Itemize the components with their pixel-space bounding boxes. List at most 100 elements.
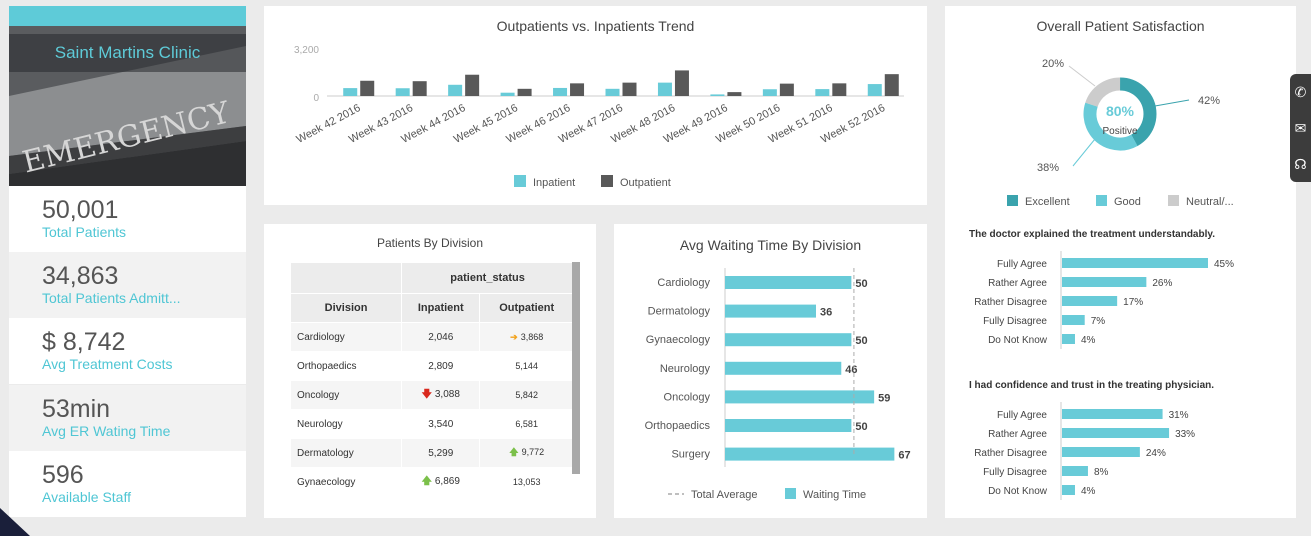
legend-label: Good bbox=[1114, 196, 1141, 208]
response-bar bbox=[1062, 428, 1170, 438]
waiting-title: Avg Waiting Time By Division bbox=[679, 237, 862, 253]
y-tick-label: Fully Agree bbox=[997, 410, 1047, 421]
question-title: I had confidence and trust in the treati… bbox=[969, 380, 1214, 391]
cell-outpatient: 🡅 9,772 bbox=[479, 438, 574, 468]
division-panel: Patients By Division patient_status Divi… bbox=[264, 224, 596, 518]
cell-outpatient: 5,144 bbox=[479, 351, 574, 381]
contact-sidebar: ✆ ✉ ☊ bbox=[1290, 74, 1311, 182]
callout-line bbox=[1154, 99, 1190, 107]
bar-outpatient bbox=[622, 82, 637, 96]
cell-outpatient: 5,842 bbox=[479, 380, 574, 410]
legend-label-inpatient: Inpatient bbox=[533, 177, 575, 189]
y-tick-label: Cardiology bbox=[657, 277, 710, 289]
cell-division-text: Neurology bbox=[297, 418, 343, 430]
y-tick-label: Surgery bbox=[671, 449, 710, 461]
cell-division-text: Cardiology bbox=[297, 331, 345, 343]
bar-inpatient bbox=[448, 84, 463, 96]
cell-inpatient: 3,540 bbox=[401, 409, 481, 439]
cell-inpatient: 2,046 bbox=[401, 322, 481, 352]
table-scrollbar[interactable] bbox=[572, 262, 580, 474]
kpi-value: $ 8,742 bbox=[42, 328, 126, 356]
data-label: 50 bbox=[855, 335, 867, 347]
bar-inpatient bbox=[500, 92, 515, 96]
response-bar bbox=[1062, 409, 1163, 419]
legend-label: Neutral/... bbox=[1186, 196, 1234, 208]
waiting-panel: Avg Waiting Time By Division Cardiology 5… bbox=[614, 224, 927, 518]
donut-center-label: Positive bbox=[1102, 126, 1137, 137]
data-label: 50 bbox=[855, 421, 867, 433]
kpi-value: 34,863 bbox=[42, 262, 119, 290]
cell-division: Dermatology bbox=[289, 438, 403, 468]
mail-icon[interactable]: ✉ bbox=[1294, 120, 1307, 136]
cell-inpatient-text: 3,540 bbox=[428, 418, 454, 430]
cell-outpatient-text: 13,053 bbox=[512, 477, 541, 487]
bar-inpatient bbox=[867, 84, 882, 96]
cell-outpatient: ➔ 3,868 bbox=[479, 322, 574, 352]
kpi-label: Avg ER Wating Time bbox=[42, 423, 171, 439]
col-header-outpatient: Outpatient bbox=[479, 293, 574, 323]
data-label: 31% bbox=[1169, 410, 1189, 421]
bar-inpatient bbox=[605, 88, 620, 96]
kpi-label: Total Patients Admitt... bbox=[42, 290, 181, 306]
cell-outpatient-text: 6,581 bbox=[515, 419, 538, 429]
response-bar bbox=[1062, 447, 1140, 457]
bar-outpatient bbox=[832, 83, 847, 96]
data-label: 24% bbox=[1146, 448, 1166, 459]
response-bar bbox=[1062, 277, 1147, 287]
donut-label-good: 38% bbox=[1037, 162, 1059, 174]
table-row: Dermatology 5,299 🡅 9,772 bbox=[289, 438, 574, 468]
kpi-avg-treatment-costs: $ 8,742 Avg Treatment Costs bbox=[9, 318, 246, 384]
division-title: Patients By Division bbox=[376, 236, 484, 250]
waiting-chart: Cardiology 50 Dermatology 36 Gynaecology 50 Ne… bbox=[645, 268, 911, 501]
legend-swatch-waiting bbox=[785, 488, 796, 499]
cell-inpatient: 🡅 6,869 bbox=[401, 467, 481, 497]
table-row: Neurology 3,540 6,581 bbox=[289, 409, 574, 439]
callout-line bbox=[1068, 65, 1096, 87]
data-label: 4% bbox=[1081, 335, 1096, 346]
data-label: 8% bbox=[1094, 467, 1109, 478]
waiting-bar bbox=[725, 361, 842, 375]
clinic-accent-bar bbox=[9, 6, 246, 26]
y-tick-label: Rather Disagree bbox=[974, 448, 1047, 459]
arrow-up-icon: 🡅 bbox=[509, 447, 519, 457]
y-tick-label: 0 bbox=[313, 93, 319, 104]
satisfaction-panel: Overall Patient Satisfaction 80% Positive… bbox=[945, 6, 1296, 518]
group-header: patient_status bbox=[401, 262, 574, 294]
phone-icon[interactable]: ✆ bbox=[1294, 84, 1307, 100]
donut-label-neutral: 20% bbox=[1042, 58, 1064, 70]
bar-inpatient bbox=[395, 88, 410, 96]
question-title: The doctor explained the treatment under… bbox=[969, 229, 1215, 240]
data-label: 46 bbox=[845, 364, 857, 376]
bar-outpatient bbox=[727, 92, 742, 96]
cell-inpatient-text: 2,046 bbox=[428, 331, 454, 343]
division-table: patient_status Division Inpatient Outpat… bbox=[289, 262, 574, 497]
y-tick-label: Oncology bbox=[664, 391, 711, 403]
table-corner-cell bbox=[289, 262, 403, 294]
col-header-inpatient: Inpatient bbox=[401, 293, 481, 323]
y-tick-label: Fully Agree bbox=[997, 259, 1047, 270]
data-label: 50 bbox=[855, 278, 867, 290]
col-header-division: Division bbox=[289, 293, 403, 323]
y-tick-label: Do Not Know bbox=[988, 335, 1048, 346]
waiting-bar bbox=[725, 333, 852, 347]
table-row: Gynaecology 🡅 6,869 13,053 bbox=[289, 467, 574, 497]
waiting-bar bbox=[725, 419, 852, 432]
kpi-label: Available Staff bbox=[42, 489, 131, 505]
trend-panel: Outpatients vs. Inpatients Trend 3,200 0 W… bbox=[264, 6, 927, 205]
cell-inpatient-text: 6,869 bbox=[434, 475, 460, 487]
bar-inpatient bbox=[657, 82, 672, 96]
response-bar bbox=[1062, 485, 1075, 495]
bar-outpatient bbox=[517, 88, 532, 96]
cell-division-text: Gynaecology bbox=[297, 476, 356, 488]
y-tick-label: Dermatology bbox=[648, 306, 711, 318]
y-tick-label: Orthopaedics bbox=[645, 420, 711, 432]
cell-division: Gynaecology bbox=[289, 467, 403, 497]
data-label: 36 bbox=[820, 307, 832, 319]
waiting-bar bbox=[725, 276, 852, 289]
corner-ribbon bbox=[0, 508, 30, 536]
kpi-available-staff: 596 Available Staff bbox=[9, 451, 246, 517]
kpi-label: Total Patients bbox=[42, 224, 127, 240]
headset-icon[interactable]: ☊ bbox=[1294, 156, 1307, 172]
cell-division-text: Oncology bbox=[297, 389, 340, 401]
